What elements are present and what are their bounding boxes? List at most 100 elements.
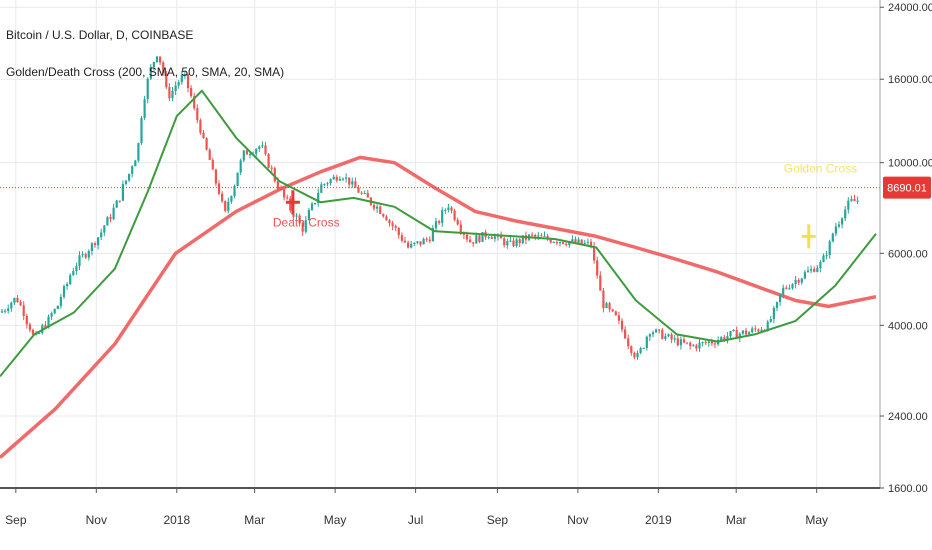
candle-body bbox=[481, 232, 484, 242]
axes: 1600.00 2400.00 4000.00 6000.00 10000.00 1600… bbox=[0, 0, 932, 527]
candle-body bbox=[75, 266, 78, 272]
candle-body bbox=[199, 120, 202, 133]
candle-body bbox=[624, 329, 627, 339]
candle-body bbox=[289, 198, 292, 211]
candle-body bbox=[307, 209, 310, 221]
candle-body bbox=[713, 343, 717, 345]
candle-body bbox=[7, 308, 10, 311]
candle-body bbox=[143, 99, 146, 119]
candle-body bbox=[323, 184, 326, 186]
candle-body bbox=[233, 186, 236, 197]
candle-body bbox=[589, 241, 593, 246]
candle-body bbox=[506, 241, 509, 246]
candle-body bbox=[131, 166, 134, 174]
candle-body bbox=[394, 226, 397, 228]
candle-body bbox=[456, 219, 459, 225]
candle-body bbox=[348, 177, 351, 185]
candle-body bbox=[695, 345, 698, 349]
candle-body bbox=[25, 315, 28, 325]
candle-body bbox=[276, 181, 279, 189]
candle-body bbox=[248, 154, 252, 156]
candle-body bbox=[121, 184, 124, 201]
candle-body bbox=[434, 221, 438, 229]
candle-body bbox=[658, 329, 661, 331]
candle-body bbox=[450, 207, 453, 211]
candle-body bbox=[447, 207, 450, 210]
candle-body bbox=[407, 242, 410, 248]
x-tick-label: Sep bbox=[487, 513, 509, 527]
candle-body bbox=[224, 201, 227, 211]
candle-body bbox=[295, 215, 298, 217]
candle-body bbox=[236, 172, 239, 187]
candle-body bbox=[692, 345, 695, 347]
candle-body bbox=[332, 176, 335, 180]
candle-body bbox=[531, 234, 534, 236]
candle-body bbox=[202, 132, 205, 139]
candle-body bbox=[13, 297, 16, 303]
candle-body bbox=[617, 315, 620, 321]
y-tick-label: 16000.00 bbox=[888, 74, 932, 86]
candle-body bbox=[354, 181, 357, 188]
candle-body bbox=[298, 215, 301, 224]
candle-body bbox=[766, 321, 769, 331]
candle-body bbox=[239, 160, 242, 173]
candle-body bbox=[837, 224, 841, 227]
candle-body bbox=[320, 184, 323, 193]
candle-body bbox=[611, 309, 614, 312]
candle-body bbox=[512, 240, 515, 246]
candle-body bbox=[422, 238, 425, 245]
candle-body bbox=[602, 290, 605, 309]
candle-body bbox=[633, 352, 636, 358]
candle-body bbox=[816, 268, 819, 272]
series bbox=[0, 56, 880, 459]
candle-body bbox=[351, 181, 354, 185]
candle-body bbox=[788, 288, 791, 290]
y-tick-label: 4000.00 bbox=[888, 320, 928, 332]
candle-body bbox=[180, 75, 183, 83]
candle-body bbox=[283, 188, 286, 198]
candle-body bbox=[651, 332, 655, 335]
candle-body bbox=[676, 338, 679, 346]
symbol-title: Bitcoin / U.S. Dollar, D, COINBASE bbox=[6, 28, 194, 42]
candle-body bbox=[183, 74, 186, 76]
candle-body bbox=[363, 193, 366, 195]
candle-body bbox=[797, 279, 800, 283]
candle-body bbox=[543, 235, 546, 237]
candle-body bbox=[518, 239, 521, 244]
current-price-label: 8690.01 bbox=[887, 183, 927, 195]
candle-body bbox=[69, 275, 72, 284]
candle-body bbox=[301, 223, 304, 232]
candle-body bbox=[487, 237, 490, 239]
candle-body bbox=[134, 160, 137, 167]
candle-body bbox=[850, 199, 853, 201]
candle-body bbox=[341, 178, 345, 180]
candle-body bbox=[596, 260, 599, 276]
candle-body bbox=[593, 245, 596, 261]
candle-body bbox=[503, 238, 506, 246]
candle-body bbox=[493, 236, 496, 239]
candle-body bbox=[335, 176, 338, 181]
candle-body bbox=[97, 237, 100, 246]
candle-body bbox=[562, 242, 565, 244]
candle-body bbox=[19, 302, 22, 306]
candle-body bbox=[701, 342, 704, 344]
candle-body bbox=[258, 146, 261, 150]
candle-body bbox=[760, 329, 763, 332]
candle-body bbox=[413, 242, 416, 244]
candle-body bbox=[803, 272, 806, 279]
candle-body bbox=[661, 329, 664, 339]
candle-body bbox=[403, 240, 407, 243]
x-tick-label: Nov bbox=[86, 513, 107, 527]
candle-body bbox=[732, 329, 735, 332]
candle-body bbox=[704, 342, 707, 344]
candle-body bbox=[465, 234, 469, 240]
candle-body bbox=[84, 254, 87, 258]
y-tick-label: 2400.00 bbox=[888, 411, 928, 423]
candle-body bbox=[174, 85, 177, 91]
candle-body bbox=[630, 346, 633, 353]
candle-body bbox=[534, 234, 537, 237]
candle-body bbox=[469, 239, 472, 243]
candle-body bbox=[372, 204, 376, 209]
candle-body bbox=[819, 262, 822, 269]
